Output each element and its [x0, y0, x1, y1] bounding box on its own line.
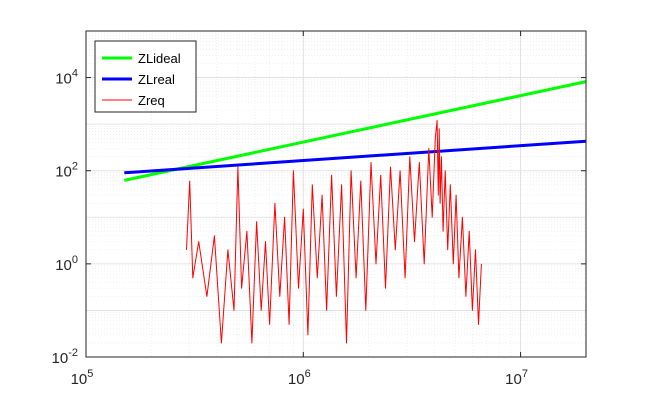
legend-label-zlideal: ZLideal — [138, 51, 181, 66]
x-tick-label: 106 — [288, 368, 311, 388]
y-tick-label: 104 — [55, 68, 78, 88]
y-tick-label: 10-2 — [52, 347, 78, 367]
series-line-zlreal — [124, 139, 587, 175]
plot-frame — [85, 30, 587, 358]
tick-marks — [85, 31, 586, 358]
series-line-zreq — [186, 120, 482, 344]
legend-label-zlreal: ZLreal — [138, 72, 175, 87]
x-tick-label: 107 — [505, 368, 528, 388]
legend: ZLideal ZLreal Zreq — [94, 40, 197, 113]
tick-labels: 105 106 107 10-2 100 102 104 — [52, 68, 528, 388]
y-tick-label: 102 — [55, 161, 78, 181]
y-tick-label: 100 — [55, 254, 78, 274]
legend-label-zreq: Zreq — [138, 93, 165, 108]
x-tick-label: 105 — [71, 368, 94, 388]
series-layer — [123, 80, 587, 344]
series-line-zlideal — [123, 80, 587, 182]
